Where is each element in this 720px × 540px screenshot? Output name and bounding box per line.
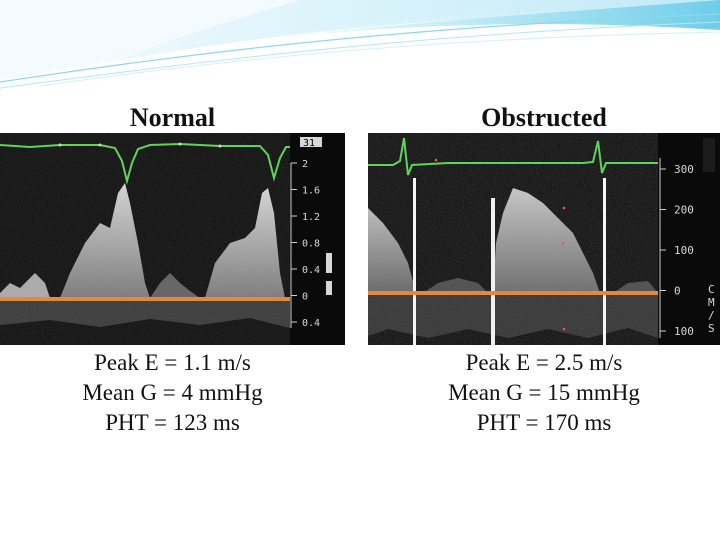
obstructed-doppler-image: 300 200 100 0 100 C M / S bbox=[368, 133, 720, 345]
obstructed-scale-label: 300 bbox=[674, 163, 694, 176]
obstructed-scale-label: 200 bbox=[674, 204, 694, 217]
normal-stats: Peak E = 1.1 m/s Mean G = 4 mmHg PHT = 1… bbox=[0, 348, 345, 438]
normal-peak-e: Peak E = 1.1 m/s bbox=[94, 350, 251, 375]
normal-scale-label: 0.4 bbox=[302, 265, 320, 276]
normal-scale-label: 0.8 bbox=[302, 239, 320, 250]
normal-scale-label: 1.6 bbox=[302, 186, 320, 197]
obstructed-stats: Peak E = 2.5 m/s Mean G = 15 mmHg PHT = … bbox=[368, 348, 720, 438]
normal-scale-label: 0 bbox=[302, 292, 308, 303]
obstructed-unit-char: / bbox=[708, 309, 715, 322]
obstructed-pht: PHT = 170 ms bbox=[476, 410, 612, 435]
normal-corner-label: 31 bbox=[303, 138, 315, 149]
normal-scale-label: 0.4 bbox=[302, 318, 320, 329]
normal-mean-gradient: Mean G = 4 mmHg bbox=[82, 380, 263, 405]
obstructed-unit-char: S bbox=[708, 322, 715, 335]
normal-doppler-image: 31 2 1.6 1.2 0.8 0.4 0 0.4 bbox=[0, 133, 345, 345]
header-swoosh-decoration bbox=[0, 0, 720, 89]
obstructed-mean-gradient: Mean G = 15 mmHg bbox=[448, 380, 640, 405]
normal-title: Normal bbox=[129, 103, 216, 132]
normal-pht: PHT = 123 ms bbox=[105, 410, 240, 435]
normal-scale-label: 2 bbox=[302, 159, 308, 170]
normal-panel: Normal bbox=[0, 100, 345, 435]
obstructed-unit-char: C bbox=[708, 283, 715, 296]
obstructed-title: Obstructed bbox=[481, 103, 607, 132]
obstructed-scale-label: 0 bbox=[674, 285, 681, 298]
obstructed-panel: Obstructed bbox=[368, 100, 720, 435]
obstructed-scale-label: 100 bbox=[674, 325, 694, 338]
obstructed-unit-char: M bbox=[708, 296, 715, 309]
obstructed-scale-label: 100 bbox=[674, 244, 694, 257]
normal-scale-label: 1.2 bbox=[302, 212, 320, 223]
obstructed-peak-e: Peak E = 2.5 m/s bbox=[465, 350, 623, 375]
